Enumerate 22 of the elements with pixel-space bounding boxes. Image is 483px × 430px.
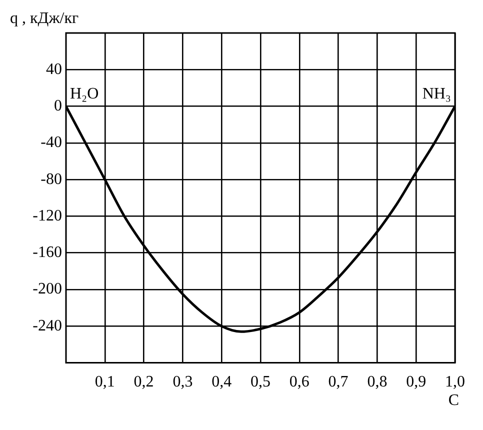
x-tick-label: 0,2 <box>134 374 154 391</box>
x-tick-label: 0,5 <box>250 374 270 391</box>
y-tick-label: 0 <box>54 97 62 114</box>
x-tick-label: 0,1 <box>94 374 115 391</box>
y-tick-label: -200 <box>32 280 62 298</box>
x-tick-label: 0,8 <box>367 374 388 391</box>
annotation: NH₃ <box>422 85 451 102</box>
x-tick-label: 0,7 <box>328 374 348 391</box>
x-tick-label: 0,6 <box>289 374 310 391</box>
y-tick-label: -120 <box>32 207 62 224</box>
x-axis-title: C <box>448 392 459 410</box>
annotation: H₂O <box>70 85 99 102</box>
y-tick-label: -240 <box>32 317 62 334</box>
y-tick-label: -80 <box>40 170 62 188</box>
x-tick-label: 1,0 <box>445 374 465 391</box>
x-tick-label: 0,9 <box>406 374 426 391</box>
y-tick-label: -40 <box>40 134 62 152</box>
y-tick-label: -160 <box>32 244 62 262</box>
y-axis-title: q , кДж/кг <box>10 10 79 28</box>
y-tick-label: 40 <box>46 60 62 78</box>
x-tick-label: 0,4 <box>212 374 232 391</box>
x-tick-label: 0,3 <box>172 374 193 391</box>
